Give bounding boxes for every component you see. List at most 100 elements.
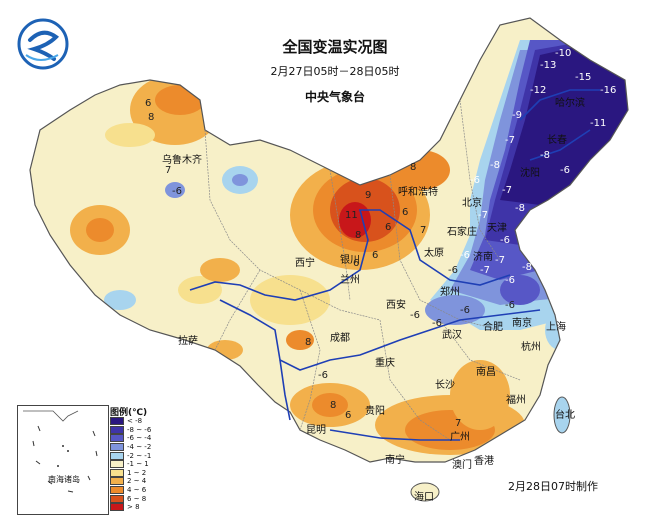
legend-item: 6 ~ 8 bbox=[110, 494, 160, 503]
station-value: 6 bbox=[145, 98, 152, 109]
station-value: -6 bbox=[410, 310, 420, 321]
legend-item: -4 ~ -2 bbox=[110, 443, 160, 452]
station-value: -15 bbox=[575, 72, 592, 83]
taiwan-island bbox=[553, 396, 571, 434]
station-value: -6 bbox=[560, 165, 570, 176]
station-value: 8 bbox=[305, 337, 312, 348]
city-label-jinan: 济南 bbox=[473, 252, 493, 263]
station-value: 7 bbox=[455, 418, 462, 429]
city-label-nanchang: 南昌 bbox=[476, 367, 496, 378]
map-time-range: 2月27日05时－28日05时 bbox=[270, 65, 400, 78]
city-label-fuzhou: 福州 bbox=[506, 395, 526, 406]
station-value: 9 bbox=[365, 190, 372, 201]
station-value: -7 bbox=[502, 185, 512, 196]
legend-swatch bbox=[110, 486, 124, 495]
city-label-nanning: 南宁 bbox=[385, 455, 405, 466]
legend-item: -2 ~ -1 bbox=[110, 451, 160, 460]
legend-item: > 8 bbox=[110, 503, 160, 512]
station-value: 6 bbox=[372, 250, 379, 261]
city-label-zhengzhou: 郑州 bbox=[440, 287, 460, 298]
station-value: 8 bbox=[148, 112, 155, 123]
station-value: -6 bbox=[318, 370, 328, 381]
legend: 图例(℃) < -8 -8 ~ -6 -6 ~ -4 -4 ~ -2 -2 ~ -1 -1… bbox=[110, 405, 160, 512]
station-value: -6 bbox=[432, 318, 442, 329]
station-value: -8 bbox=[540, 150, 550, 161]
station-value: -16 bbox=[600, 85, 617, 96]
city-label-shijiazhuang: 石家庄 bbox=[447, 227, 477, 238]
station-value: 6 bbox=[353, 258, 360, 269]
station-value: -8 bbox=[522, 262, 532, 273]
city-label-chongqing: 重庆 bbox=[375, 358, 395, 369]
legend-swatch bbox=[110, 468, 124, 477]
station-value: 7 bbox=[420, 225, 427, 236]
city-label-yinchuan: 银川 bbox=[340, 255, 360, 266]
legend-label: 6 ~ 8 bbox=[127, 494, 147, 503]
legend-label: -8 ~ -6 bbox=[127, 425, 152, 434]
legend-label: < -8 bbox=[127, 417, 143, 426]
legend-swatch bbox=[110, 417, 124, 426]
legend-swatch bbox=[110, 494, 124, 503]
legend-swatch bbox=[110, 460, 124, 469]
city-label-harbin: 哈尔滨 bbox=[555, 98, 585, 109]
station-value: -7 bbox=[478, 210, 488, 221]
legend-item: < -8 bbox=[110, 417, 160, 426]
inset-label: 南海诸岛 bbox=[48, 475, 80, 484]
map-title: 全国变温实况图 bbox=[282, 38, 388, 56]
station-value: -8 bbox=[515, 203, 525, 214]
station-value: -6 bbox=[460, 305, 470, 316]
legend-label: -6 ~ -4 bbox=[127, 434, 152, 443]
station-value: -6 bbox=[448, 265, 458, 276]
station-value: -13 bbox=[540, 60, 557, 71]
city-label-lanzhou: 兰州 bbox=[340, 275, 360, 286]
station-value: -8 bbox=[535, 228, 545, 239]
station-value: -8 bbox=[520, 240, 530, 251]
city-label-chengdu: 成都 bbox=[330, 333, 350, 344]
station-value: 8 bbox=[410, 162, 417, 173]
legend-item: -1 ~ 1 bbox=[110, 460, 160, 469]
legend-item: 1 ~ 2 bbox=[110, 468, 160, 478]
station-value: -9 bbox=[512, 110, 522, 121]
station-value: 11 bbox=[345, 210, 358, 221]
legend-item: -8 ~ -6 bbox=[110, 425, 160, 435]
legend-label: 2 ~ 4 bbox=[127, 477, 147, 486]
city-label-shenyang: 沈阳 bbox=[520, 168, 540, 179]
station-value: -11 bbox=[590, 118, 607, 129]
station-value: -7 bbox=[480, 265, 490, 276]
legend-label: 4 ~ 6 bbox=[127, 486, 147, 495]
station-value: -6 bbox=[460, 250, 470, 261]
legend-swatch bbox=[110, 503, 124, 512]
city-label-xining: 西宁 bbox=[295, 258, 315, 269]
city-label-haikou: 海口 bbox=[414, 492, 434, 503]
city-label-taipei: 台北 bbox=[555, 410, 575, 421]
station-value: -7 bbox=[505, 135, 515, 146]
legend-swatch bbox=[110, 425, 124, 434]
legend-swatch bbox=[110, 477, 124, 486]
city-label-guiyang: 贵阳 bbox=[365, 406, 385, 417]
legend-swatch bbox=[110, 451, 124, 460]
legend-label: > 8 bbox=[127, 503, 140, 512]
city-label-lhasa: 拉萨 bbox=[178, 336, 198, 347]
city-label-kunming: 昆明 bbox=[306, 425, 326, 436]
rivers bbox=[189, 89, 600, 441]
city-label-macau: 澳门 bbox=[452, 460, 472, 471]
issuing-organization: 中央气象台 bbox=[304, 90, 365, 104]
city-label-hefei: 合肥 bbox=[483, 322, 503, 333]
station-value: -6 bbox=[172, 186, 182, 197]
legend-item: -6 ~ -4 bbox=[110, 434, 160, 443]
city-label-changsha: 长沙 bbox=[435, 380, 455, 391]
city-label-hongkong: 香港 bbox=[474, 456, 494, 467]
legend-swatch bbox=[110, 434, 124, 443]
legend-item: 2 ~ 4 bbox=[110, 477, 160, 486]
station-value: -6 bbox=[470, 175, 480, 186]
station-value: 8 bbox=[355, 230, 362, 241]
city-label-urumqi: 乌鲁木齐 bbox=[162, 155, 202, 166]
city-label-changchun: 长春 bbox=[547, 135, 567, 146]
station-value: -10 bbox=[555, 48, 572, 59]
legend-swatch bbox=[110, 443, 124, 452]
station-value: -6 bbox=[505, 300, 515, 311]
hainan-island bbox=[410, 482, 440, 502]
legend-label: -4 ~ -2 bbox=[127, 443, 152, 452]
station-value: 6 bbox=[345, 410, 352, 421]
